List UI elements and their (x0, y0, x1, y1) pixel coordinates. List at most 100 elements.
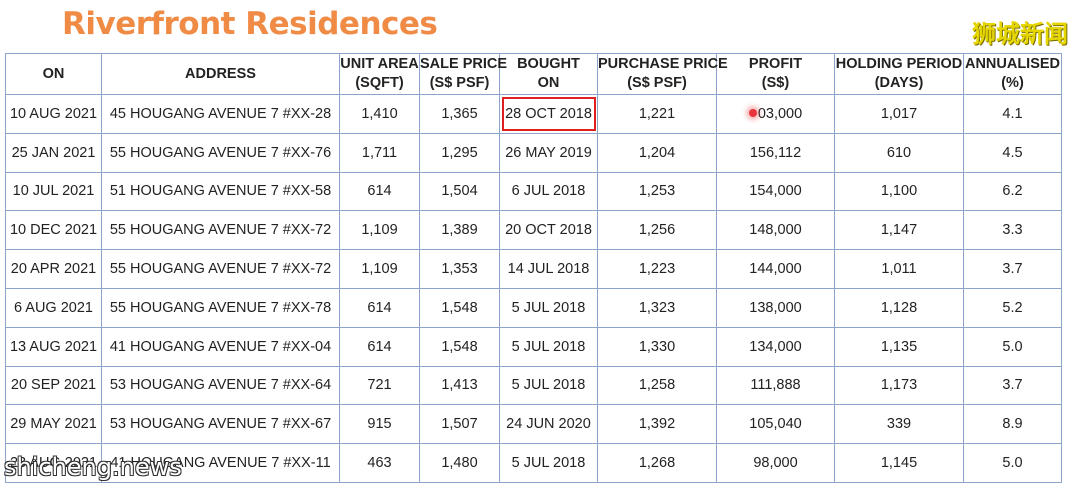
cell-profit: 138,000 (716, 287, 835, 328)
cell-holding-period: 1,011 (834, 249, 964, 289)
cell-bought-on: 26 MAY 2019 (499, 132, 598, 173)
cell-text: 1,323 (638, 299, 676, 316)
cell-holding-period: 1,135 (834, 326, 964, 367)
cell-purchase-price: 1,256 (597, 210, 717, 251)
cell-annualised: 4.1 (963, 94, 1062, 134)
cell-text: 53 HOUGANG AVENUE 7 #XX-64 (109, 377, 332, 394)
cell-purchase-price: 1,268 (597, 443, 717, 483)
cell-text: 1,256 (638, 222, 676, 239)
table-row: 23 AUG 2021 41 HOUGANG AVENUE 7 #XX-11 463… (5, 443, 1062, 483)
cell-text: 3.7 (1002, 261, 1023, 278)
cell-bought-on: 5 JUL 2018 (499, 287, 598, 328)
cell-text: 24 JUN 2020 (506, 416, 591, 433)
cursor-dot-icon (748, 109, 757, 118)
cell-sale-date: 10 DEC 2021 (5, 210, 102, 251)
cell-address: 55 HOUGANG AVENUE 7 #XX-72 (101, 210, 340, 251)
header-profit: PROFIT (S$) (716, 53, 835, 95)
cell-text: 339 (886, 416, 912, 433)
cell-text: 5.0 (1002, 338, 1023, 355)
cell-address: 53 HOUGANG AVENUE 7 #XX-64 (101, 365, 340, 406)
cell-profit: 105,040 (716, 404, 835, 445)
header-holding-period: HOLDING PERIOD (DAYS) (834, 53, 964, 95)
cell-text: 6 JUL 2018 (511, 183, 586, 200)
cell-text: 1,504 (441, 183, 478, 200)
cell-text: 5.2 (1002, 299, 1023, 316)
cell-sale-price: 1,507 (419, 404, 500, 445)
cell-holding-period: 610 (834, 132, 964, 173)
cell-text: 5 JUL 2018 (511, 455, 586, 472)
header-address: ADDRESS (101, 53, 340, 95)
cell-profit: 98,000 (716, 443, 835, 483)
cell-text: 1,109 (361, 222, 398, 239)
cell-text: 20 APR 2021 (10, 261, 97, 278)
cell-text: 1,365 (441, 105, 478, 122)
cell-annualised: 8.9 (963, 404, 1062, 445)
cell-sale-date: 20 SEP 2021 (5, 365, 102, 406)
table-row: 29 MAY 2021 53 HOUGANG AVENUE 7 #XX-67 915… (5, 404, 1062, 445)
cell-text: 5 JUL 2018 (511, 338, 586, 355)
cell-text: 134,000 (749, 338, 802, 355)
header-purchase-price: PURCHASE PRICE (S$ PSF) (597, 53, 728, 95)
cell-text: 4.1 (1002, 105, 1023, 122)
cell-address: 41 HOUGANG AVENUE 7 #XX-04 (101, 326, 340, 367)
cell-text: 51 HOUGANG AVENUE 7 #XX-58 (109, 183, 332, 200)
header-annualised: ANNUALISED (%) (963, 53, 1062, 95)
cell-sale-date: 20 APR 2021 (5, 249, 102, 289)
cell-text: 26 MAY 2019 (505, 144, 592, 161)
table-row: 10 AUG 2021 45 HOUGANG AVENUE 7 #XX-28 1,4… (5, 94, 1062, 134)
cell-text: 1,147 (880, 222, 918, 239)
cell-unit-area: 1,410 (339, 94, 420, 134)
cell-unit-area: 1,711 (339, 132, 420, 173)
cell-text: 1,128 (880, 299, 918, 316)
cell-text: 45 HOUGANG AVENUE 7 #XX-28 (109, 105, 332, 122)
cell-holding-period: 339 (834, 404, 964, 445)
cell-text: 03,000 (757, 105, 803, 122)
table-row: 10 JUL 2021 51 HOUGANG AVENUE 7 #XX-58 614… (5, 171, 1062, 212)
cell-purchase-price: 1,258 (597, 365, 717, 406)
cell-unit-area: 614 (339, 171, 420, 212)
cell-text: 156,112 (749, 144, 802, 161)
cell-annualised: 5.0 (963, 326, 1062, 367)
cell-text: 55 HOUGANG AVENUE 7 #XX-78 (109, 299, 332, 316)
cell-text: 1,109 (361, 261, 398, 278)
cell-text: 463 (367, 455, 392, 472)
cell-text: 1,223 (638, 261, 676, 278)
cell-annualised: 5.2 (963, 287, 1062, 328)
cell-unit-area: 721 (339, 365, 420, 406)
cell-text: 610 (886, 144, 912, 161)
cell-profit: 148,000 (716, 210, 835, 251)
cell-text: 6 AUG 2021 (14, 299, 93, 316)
cell-text: 25 JAN 2021 (11, 144, 96, 161)
cell-text: 105,040 (749, 416, 802, 433)
cell-sale-price: 1,389 (419, 210, 500, 251)
cell-text: 1,135 (880, 338, 918, 355)
cell-text: 614 (367, 338, 392, 355)
cell-unit-area: 463 (339, 443, 420, 483)
cell-annualised: 5.0 (963, 443, 1062, 483)
cell-profit: 156,112 (716, 132, 835, 173)
header-bought-on: BOUGHT ON (499, 53, 598, 95)
cell-text: 1,221 (638, 105, 676, 122)
header-sale-price: SALE PRICE (S$ PSF) (419, 53, 507, 95)
cell-text: 29 MAY 2021 (10, 416, 97, 433)
cell-text: 1,711 (361, 144, 398, 161)
cell-text: 1,392 (638, 416, 676, 433)
cell-text: 148,000 (749, 222, 802, 239)
transactions-table: ON ADDRESS UNIT AREA (SQFT) SALE PRICE (S$… (5, 53, 1062, 483)
cell-bought-on: 5 JUL 2018 (499, 365, 598, 406)
cell-text: 55 HOUGANG AVENUE 7 #XX-72 (109, 222, 332, 239)
cell-holding-period: 1,145 (834, 443, 964, 483)
cell-text: 5 JUL 2018 (511, 377, 586, 394)
table-row: 20 SEP 2021 53 HOUGANG AVENUE 7 #XX-64 721… (5, 365, 1062, 406)
cell-text: 20 SEP 2021 (10, 377, 97, 394)
cell-text: 154,000 (749, 183, 802, 200)
cell-text: 1,413 (441, 377, 478, 394)
cell-text: 614 (367, 299, 392, 316)
header-sale-date: ON (5, 53, 102, 95)
cell-unit-area: 614 (339, 326, 420, 367)
cell-purchase-price: 1,323 (597, 287, 717, 328)
cell-text: 1,507 (441, 416, 478, 433)
cell-text: 915 (367, 416, 392, 433)
cell-text: 41 HOUGANG AVENUE 7 #XX-04 (109, 338, 332, 355)
cell-text: 3.7 (1002, 377, 1023, 394)
